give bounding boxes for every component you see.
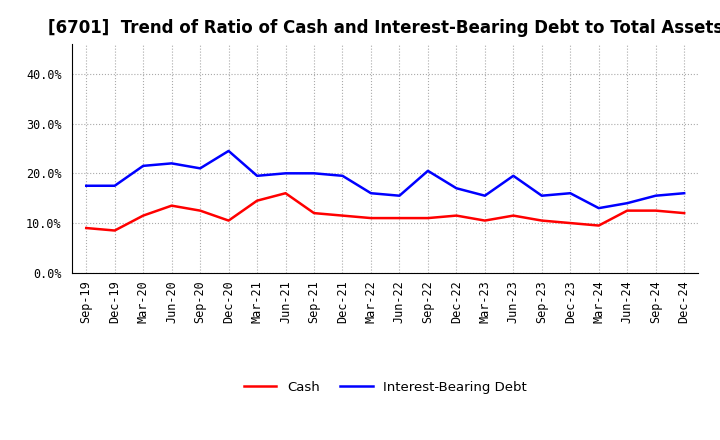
Interest-Bearing Debt xyxy=(82,183,91,188)
Cash xyxy=(338,213,347,218)
Cash xyxy=(680,210,688,216)
Cash xyxy=(253,198,261,203)
Cash xyxy=(196,208,204,213)
Cash xyxy=(167,203,176,208)
Cash xyxy=(423,216,432,221)
Interest-Bearing Debt xyxy=(509,173,518,179)
Interest-Bearing Debt xyxy=(310,171,318,176)
Interest-Bearing Debt xyxy=(110,183,119,188)
Interest-Bearing Debt xyxy=(338,173,347,179)
Cash xyxy=(225,218,233,223)
Cash xyxy=(110,228,119,233)
Cash xyxy=(82,225,91,231)
Interest-Bearing Debt xyxy=(395,193,404,198)
Interest-Bearing Debt xyxy=(452,186,461,191)
Cash xyxy=(566,220,575,226)
Interest-Bearing Debt xyxy=(366,191,375,196)
Line: Cash: Cash xyxy=(86,193,684,231)
Cash xyxy=(509,213,518,218)
Interest-Bearing Debt xyxy=(139,163,148,169)
Line: Interest-Bearing Debt: Interest-Bearing Debt xyxy=(86,151,684,208)
Interest-Bearing Debt xyxy=(566,191,575,196)
Cash xyxy=(623,208,631,213)
Cash xyxy=(139,213,148,218)
Title: [6701]  Trend of Ratio of Cash and Interest-Bearing Debt to Total Assets: [6701] Trend of Ratio of Cash and Intere… xyxy=(48,19,720,37)
Interest-Bearing Debt xyxy=(253,173,261,179)
Interest-Bearing Debt xyxy=(167,161,176,166)
Interest-Bearing Debt xyxy=(196,166,204,171)
Cash xyxy=(652,208,660,213)
Interest-Bearing Debt xyxy=(623,201,631,206)
Cash xyxy=(282,191,290,196)
Cash xyxy=(366,216,375,221)
Interest-Bearing Debt xyxy=(282,171,290,176)
Interest-Bearing Debt xyxy=(423,168,432,173)
Interest-Bearing Debt xyxy=(537,193,546,198)
Cash xyxy=(395,216,404,221)
Cash xyxy=(310,210,318,216)
Cash xyxy=(480,218,489,223)
Interest-Bearing Debt xyxy=(680,191,688,196)
Interest-Bearing Debt xyxy=(225,148,233,154)
Cash xyxy=(537,218,546,223)
Cash xyxy=(595,223,603,228)
Interest-Bearing Debt xyxy=(480,193,489,198)
Interest-Bearing Debt xyxy=(652,193,660,198)
Legend: Cash, Interest-Bearing Debt: Cash, Interest-Bearing Debt xyxy=(238,375,532,399)
Cash xyxy=(452,213,461,218)
Interest-Bearing Debt xyxy=(595,205,603,211)
